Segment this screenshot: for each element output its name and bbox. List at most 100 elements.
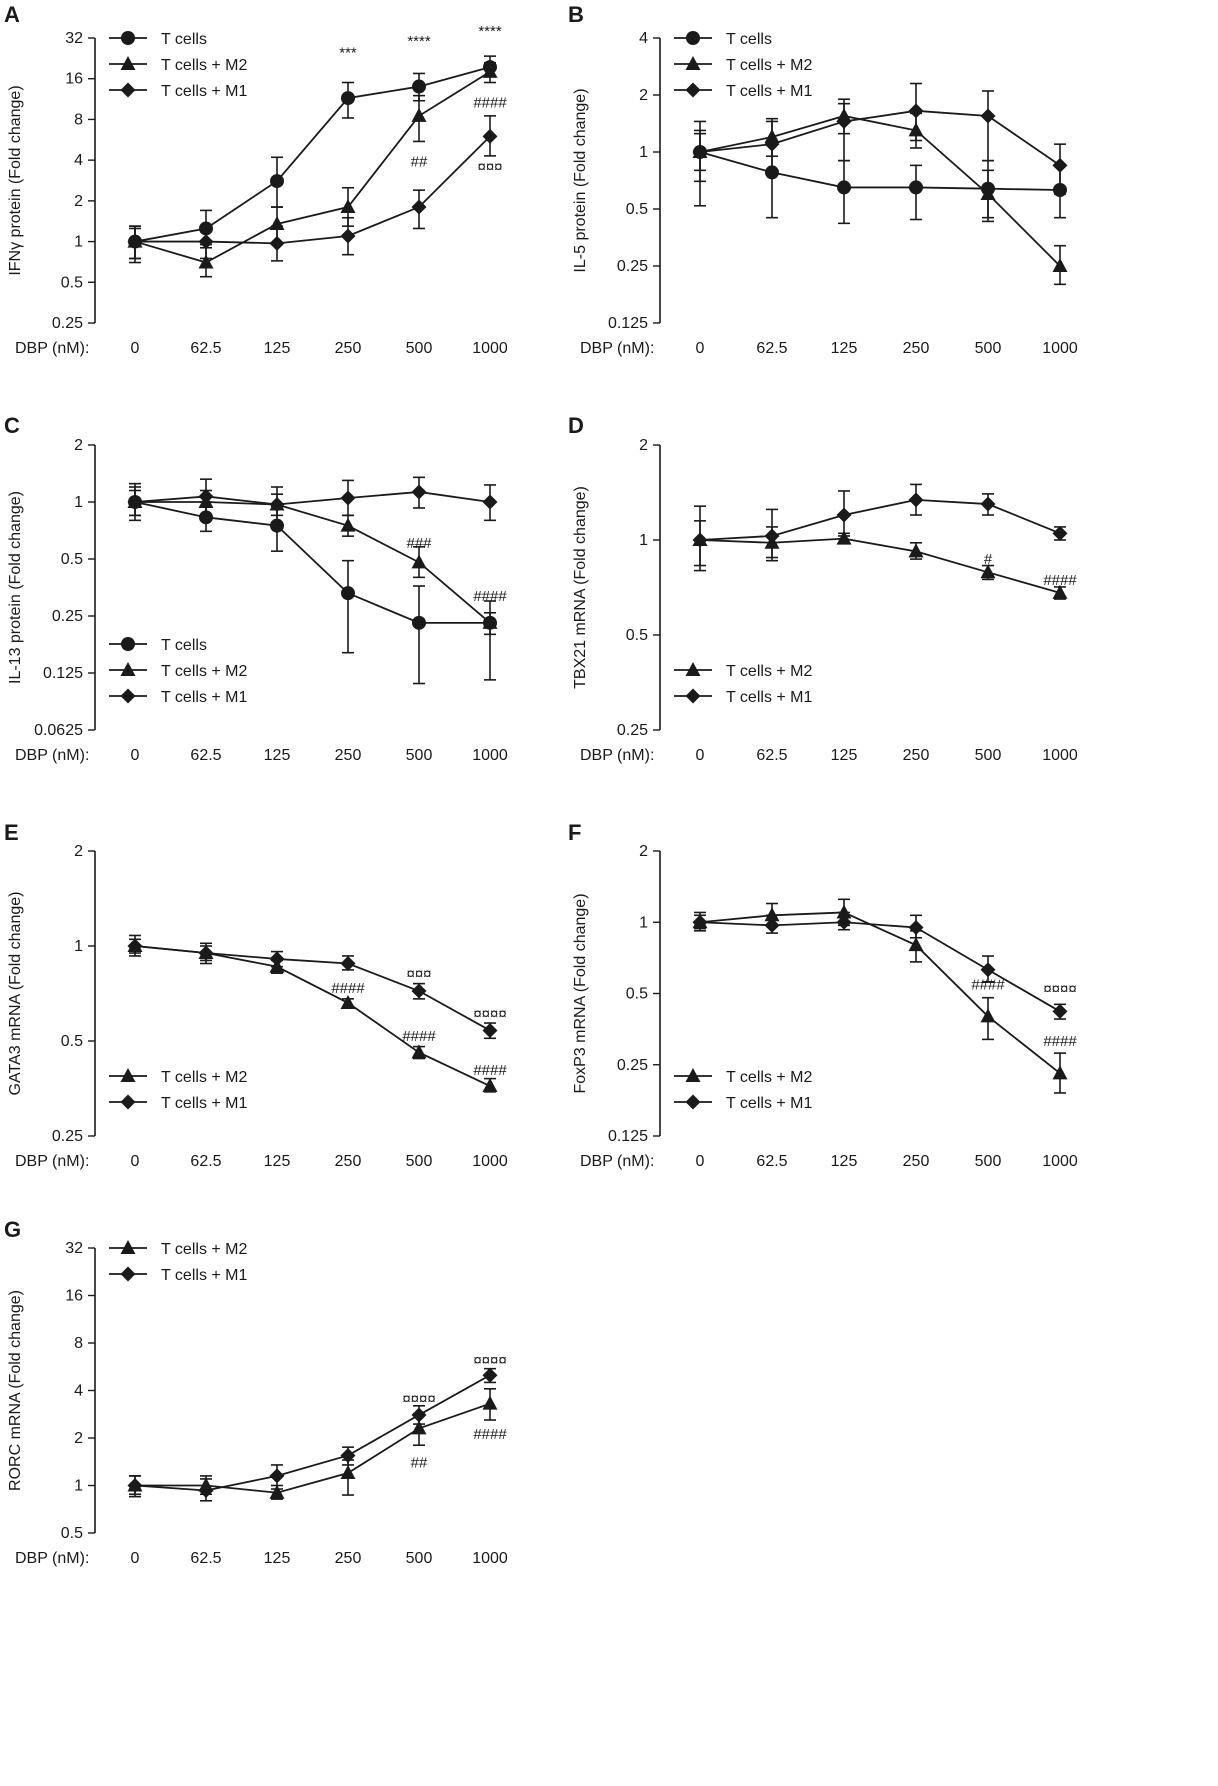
y-tick-label: 0.5	[61, 551, 83, 568]
series-line	[134, 501, 490, 624]
data-point	[908, 937, 924, 952]
data-point	[908, 920, 924, 936]
significance-annotation: ####	[1043, 572, 1077, 589]
legend-marker	[120, 1240, 136, 1254]
x-tick-label: 250	[335, 340, 362, 357]
x-tick-label: 62.5	[756, 747, 787, 764]
x-axis-prefix: DBP (nM):	[15, 747, 89, 764]
series-diamond	[127, 476, 498, 524]
data-point	[1052, 1003, 1068, 1019]
y-tick-label: 1	[639, 532, 648, 549]
legend-marker	[685, 1068, 701, 1082]
legend-label: T cells	[726, 31, 772, 48]
panel-letter: D	[568, 413, 584, 438]
data-point	[411, 199, 427, 215]
data-point	[764, 528, 780, 544]
x-tick-label: 1000	[472, 747, 508, 764]
x-tick-label: 1000	[1042, 340, 1078, 357]
data-point	[412, 615, 426, 630]
y-axis-label: RORC mRNA (Fold change)	[7, 1290, 24, 1491]
legend-marker	[120, 1068, 136, 1082]
x-tick-label: 500	[406, 747, 433, 764]
series-diamond	[692, 483, 1068, 572]
y-tick-label: 0.125	[608, 1128, 648, 1145]
data-point	[269, 1468, 285, 1484]
y-tick-label: 0.25	[617, 258, 648, 275]
legend-marker	[120, 688, 136, 704]
y-tick-label: 1	[639, 144, 648, 161]
data-point	[980, 108, 996, 124]
significance-annotation: ##	[411, 153, 428, 170]
x-axis-prefix: DBP (nM):	[580, 747, 654, 764]
data-point	[340, 956, 356, 972]
series-diamond	[127, 934, 498, 1040]
y-tick-label: 2	[639, 437, 648, 454]
y-tick-label: 4	[74, 152, 83, 169]
x-tick-label: 500	[406, 340, 433, 357]
series-line	[699, 498, 1061, 541]
significance-annotation: ¤¤¤	[477, 158, 502, 175]
data-point	[836, 914, 852, 930]
significance-annotation: ###	[406, 535, 432, 552]
data-point	[980, 962, 996, 978]
data-point	[980, 186, 996, 201]
x-tick-label: 500	[975, 747, 1002, 764]
y-tick-label: 2	[74, 1430, 83, 1447]
data-point	[1052, 258, 1068, 272]
significance-annotation: ¤¤¤	[406, 965, 431, 982]
legend-marker	[120, 82, 136, 98]
series-triangle	[692, 520, 1068, 600]
x-tick-label: 62.5	[190, 747, 221, 764]
x-axis-prefix: DBP (nM):	[580, 340, 654, 357]
data-point	[1052, 525, 1068, 541]
data-point	[980, 564, 996, 579]
x-tick-label: 1000	[472, 340, 508, 357]
y-tick-label: 2	[639, 843, 648, 860]
significance-annotation: ##	[411, 1454, 428, 1471]
data-point	[340, 228, 356, 244]
data-point	[482, 1022, 498, 1038]
legend-label: T cells	[161, 637, 207, 654]
data-point	[411, 107, 427, 122]
x-tick-label: 125	[264, 1550, 291, 1567]
chart-panel-c: C 0.0625 0.125 0.25 0.5 1 2 IL-13 protein (Fold…	[4, 413, 508, 764]
data-point	[764, 917, 780, 933]
panel-letter: G	[4, 1217, 21, 1242]
y-tick-label: 2	[74, 193, 83, 210]
legend-marker	[121, 31, 135, 45]
y-tick-label: 0.5	[626, 201, 648, 218]
legend-label: T cells + M2	[161, 1241, 248, 1258]
significance-annotation: ¤¤¤¤	[473, 1005, 506, 1022]
chart-panel-b: B 0.125 0.25 0.5 1 2 4 IL-5 protein (Fold chang…	[568, 2, 1078, 357]
x-axis-prefix: DBP (nM):	[15, 1550, 89, 1567]
data-point	[270, 174, 284, 189]
legend-label: T cells + M1	[726, 83, 813, 100]
significance-annotation: ####	[473, 95, 507, 112]
legend-label: T cells + M1	[726, 689, 813, 706]
y-axis-label: IL-5 protein (Fold change)	[572, 88, 589, 272]
y-axis-label: TBX21 mRNA (Fold change)	[572, 486, 589, 689]
legend-label: T cells + M1	[161, 83, 248, 100]
data-point	[269, 1484, 285, 1499]
series-line	[135, 1402, 491, 1494]
x-axis-prefix: DBP (nM):	[15, 340, 89, 357]
significance-annotation: ****	[478, 23, 502, 40]
panel-letter: C	[4, 413, 20, 438]
y-axis-label: IL-13 protein (Fold change)	[7, 491, 24, 684]
x-tick-label: 0	[696, 340, 705, 357]
data-point	[411, 554, 427, 569]
series-line	[699, 537, 1061, 594]
y-tick-label: 8	[74, 111, 83, 128]
data-point	[341, 586, 355, 601]
chart-panel-g: G 0.5 1 2 4 8 16 32 RORC mRNA (Fold change) DBP (…	[4, 1217, 508, 1567]
data-point	[411, 983, 427, 999]
x-tick-label: 125	[831, 340, 858, 357]
y-tick-label: 16	[65, 71, 83, 88]
data-point	[908, 543, 924, 558]
x-tick-label: 0	[696, 747, 705, 764]
x-tick-label: 500	[406, 1153, 433, 1170]
legend-label: T cells + M2	[726, 57, 813, 74]
significance-annotation: ¤¤¤¤	[473, 1352, 506, 1369]
data-point	[482, 614, 498, 629]
x-tick-label: 125	[264, 747, 291, 764]
